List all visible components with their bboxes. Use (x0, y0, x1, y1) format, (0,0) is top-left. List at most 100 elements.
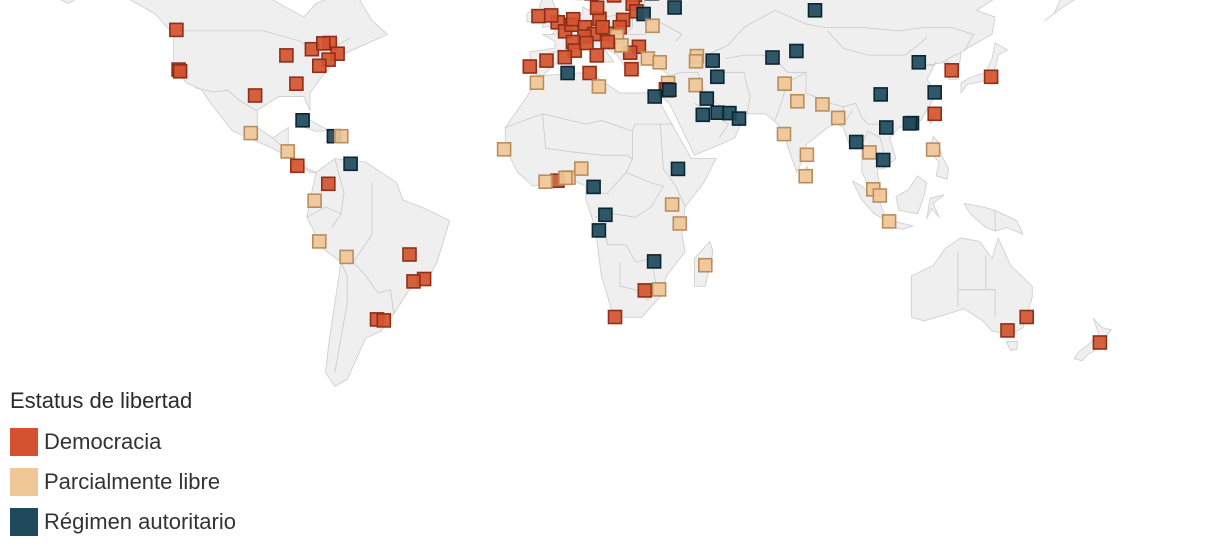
city-marker[interactable] (875, 152, 891, 168)
city-marker[interactable] (529, 75, 545, 90)
city-marker[interactable] (376, 313, 392, 328)
city-marker[interactable] (646, 254, 662, 269)
city-marker[interactable] (862, 145, 877, 160)
city-marker[interactable] (881, 214, 897, 229)
city-marker[interactable] (589, 0, 605, 16)
city-marker[interactable] (598, 207, 613, 223)
city-marker[interactable] (830, 110, 846, 126)
city-marker[interactable] (589, 48, 605, 63)
city-marker[interactable] (315, 36, 331, 51)
city-marker[interactable] (637, 283, 653, 298)
city-marker[interactable] (402, 247, 417, 262)
city-marker[interactable] (333, 128, 349, 144)
city-marker[interactable] (295, 113, 310, 128)
city-marker[interactable] (243, 125, 259, 141)
city-marker[interactable] (731, 111, 747, 126)
city-marker[interactable] (565, 11, 581, 27)
city-marker[interactable] (647, 89, 663, 104)
city-marker[interactable] (607, 309, 623, 325)
city-marker[interactable] (798, 168, 814, 184)
city-marker[interactable] (815, 97, 830, 112)
city-marker[interactable] (667, 0, 682, 15)
city-marker[interactable] (531, 8, 546, 24)
city-marker[interactable] (522, 59, 538, 74)
city-marker[interactable] (927, 85, 943, 100)
city-marker[interactable] (307, 193, 322, 208)
city-marker[interactable] (672, 216, 688, 231)
city-marker[interactable] (695, 107, 711, 123)
city-marker[interactable] (579, 35, 594, 51)
city-marker[interactable] (543, 8, 559, 23)
city-marker[interactable] (339, 249, 354, 265)
city-marker[interactable] (878, 120, 894, 135)
city-marker[interactable] (799, 147, 815, 163)
city-marker[interactable] (652, 54, 668, 70)
city-marker[interactable] (1092, 335, 1108, 350)
city-marker[interactable] (289, 76, 304, 91)
city-marker[interactable] (688, 53, 704, 69)
city-marker[interactable] (699, 91, 715, 106)
city-marker[interactable] (343, 156, 358, 172)
city-marker[interactable] (406, 274, 421, 289)
landmass-tasmania (1005, 341, 1019, 351)
city-marker[interactable] (789, 94, 805, 109)
city-marker[interactable] (247, 88, 263, 103)
city-marker[interactable] (614, 38, 629, 53)
city-marker[interactable] (651, 282, 667, 297)
city-marker[interactable] (591, 79, 607, 94)
city-marker[interactable] (582, 65, 597, 81)
city-marker[interactable] (705, 53, 721, 68)
city-marker[interactable] (172, 64, 188, 79)
city-marker[interactable] (776, 126, 792, 142)
city-marker[interactable] (902, 116, 918, 131)
city-marker[interactable] (872, 188, 888, 203)
city-marker[interactable] (279, 48, 294, 63)
city-marker[interactable] (873, 87, 889, 102)
city-marker[interactable] (789, 43, 804, 59)
city-marker[interactable] (320, 176, 336, 192)
city-marker[interactable] (765, 50, 780, 65)
city-marker[interactable] (595, 19, 610, 35)
city-marker[interactable] (591, 223, 607, 238)
city-marker[interactable] (911, 54, 927, 70)
city-marker[interactable] (636, 6, 651, 22)
city-marker[interactable] (289, 158, 305, 174)
city-marker[interactable] (311, 234, 327, 249)
city-marker[interactable] (557, 49, 573, 65)
city-marker[interactable] (1000, 323, 1015, 338)
city-marker[interactable] (560, 65, 575, 81)
city-marker[interactable] (777, 76, 792, 91)
city-marker[interactable] (600, 34, 615, 50)
country-border (632, 123, 673, 132)
city-marker[interactable] (558, 170, 573, 186)
city-marker[interactable] (927, 106, 943, 122)
city-marker[interactable] (664, 197, 680, 212)
landmass-north-america (60, 0, 388, 173)
legend: Estatus de libertad Democracia Parcialme… (10, 388, 236, 542)
city-marker[interactable] (624, 61, 639, 77)
city-marker[interactable] (1019, 309, 1035, 325)
city-marker[interactable] (573, 161, 589, 176)
city-marker[interactable] (697, 257, 713, 273)
city-marker[interactable] (661, 82, 677, 98)
country-border (942, 53, 962, 63)
city-marker[interactable] (280, 144, 296, 159)
city-marker[interactable] (496, 142, 512, 157)
city-marker[interactable] (670, 161, 686, 177)
city-marker[interactable] (586, 179, 601, 195)
city-marker[interactable] (925, 142, 941, 157)
city-marker[interactable] (688, 77, 703, 93)
city-marker[interactable] (848, 134, 864, 150)
city-marker[interactable] (709, 69, 725, 85)
city-marker[interactable] (983, 69, 999, 85)
country-border (542, 113, 633, 159)
city-marker[interactable] (807, 2, 823, 18)
city-marker[interactable] (169, 22, 184, 38)
city-marker[interactable] (538, 174, 553, 189)
legend-item-democracia: Democracia (10, 422, 236, 462)
city-marker[interactable] (645, 18, 660, 34)
city-marker[interactable] (606, 0, 622, 3)
city-marker[interactable] (539, 53, 554, 68)
city-marker[interactable] (944, 62, 960, 78)
city-marker[interactable] (311, 58, 327, 74)
